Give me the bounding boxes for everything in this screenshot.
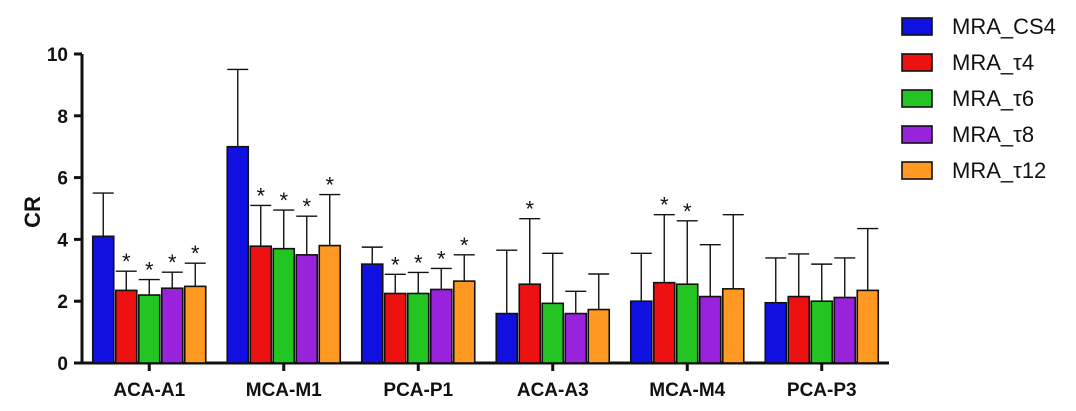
legend-swatch [901,125,933,144]
bar [383,292,407,364]
bar [541,302,565,364]
significance-star: * [256,183,265,208]
bar [272,247,296,364]
y-axis: 0 2 4 6 8 10 [47,45,84,375]
legend: MRA_CS4 MRA_τ4 MRA_τ6 MRA_τ8 MRA_τ12 [901,14,1056,183]
significance-star: * [302,194,311,219]
bar [429,288,453,364]
bar [137,294,161,364]
x-tick-label: ACA-A1 [113,380,185,401]
significance-star: * [145,258,154,283]
bar [183,285,207,364]
bar [629,300,653,364]
bar [587,308,611,364]
y-axis-label: CR [20,196,45,228]
x-tick-label: PCA-P1 [383,380,453,401]
bar [833,296,857,364]
bar [518,283,542,364]
y-tick-label: 0 [57,354,68,375]
legend-swatch [901,53,933,72]
significance-star: * [414,250,423,275]
legend-item: MRA_τ8 [901,122,1034,147]
y-tick-label: 8 [57,107,68,128]
error-bars [92,68,879,314]
bar [698,295,722,364]
bar [787,295,811,364]
bar [452,280,476,364]
legend-label: MRA_CS4 [952,14,1056,39]
y-tick-label: 4 [57,230,68,251]
x-tick-label: PCA-P3 [787,380,857,401]
bar [675,283,699,364]
significance-star: * [191,241,200,266]
significance-markers: * * * * * * * * * * * * * * * [122,173,692,283]
y-tick-label: 10 [47,45,68,66]
significance-star: * [391,252,400,277]
legend-label: MRA_τ4 [952,50,1034,75]
legend-item: MRA_τ6 [901,86,1034,111]
legend-label: MRA_τ8 [952,122,1034,147]
legend-item: MRA_τ12 [901,158,1046,183]
legend-swatch [901,17,933,36]
bars [91,145,880,364]
x-tick-label: MCA-M4 [649,380,725,401]
bar [318,244,342,364]
x-tick-label: ACA-A3 [517,380,589,401]
bar [226,145,250,364]
legend-item: MRA_τ4 [901,50,1034,75]
legend-swatch [901,161,933,180]
significance-star: * [525,197,534,222]
significance-star: * [168,250,177,275]
significance-star: * [683,199,692,224]
legend-label: MRA_τ12 [952,158,1046,183]
bar [495,312,519,364]
bar [406,292,430,364]
bar [652,281,676,364]
significance-star: * [660,193,669,218]
y-tick-label: 6 [57,169,68,190]
legend-item: MRA_CS4 [901,14,1056,39]
bar [295,254,319,364]
significance-star: * [460,233,469,258]
significance-star: * [122,249,131,274]
bar [856,289,880,364]
bar [764,301,788,364]
y-tick-label: 2 [57,292,68,313]
legend-swatch [901,89,933,108]
bar [249,245,273,364]
x-tick-label: MCA-M1 [246,380,322,401]
legend-label: MRA_τ6 [952,86,1034,111]
x-axis: ACA-A1 MCA-M1 PCA-P1 ACA-A3 MCA-M4 PCA-P3 [82,361,889,401]
bar [810,300,834,364]
significance-star: * [325,173,334,198]
bar [91,235,115,364]
bar [360,263,384,364]
significance-star: * [279,188,288,213]
bar [721,288,745,364]
bar [160,287,184,364]
bar [564,312,588,364]
significance-star: * [437,246,446,271]
bar [114,289,138,364]
